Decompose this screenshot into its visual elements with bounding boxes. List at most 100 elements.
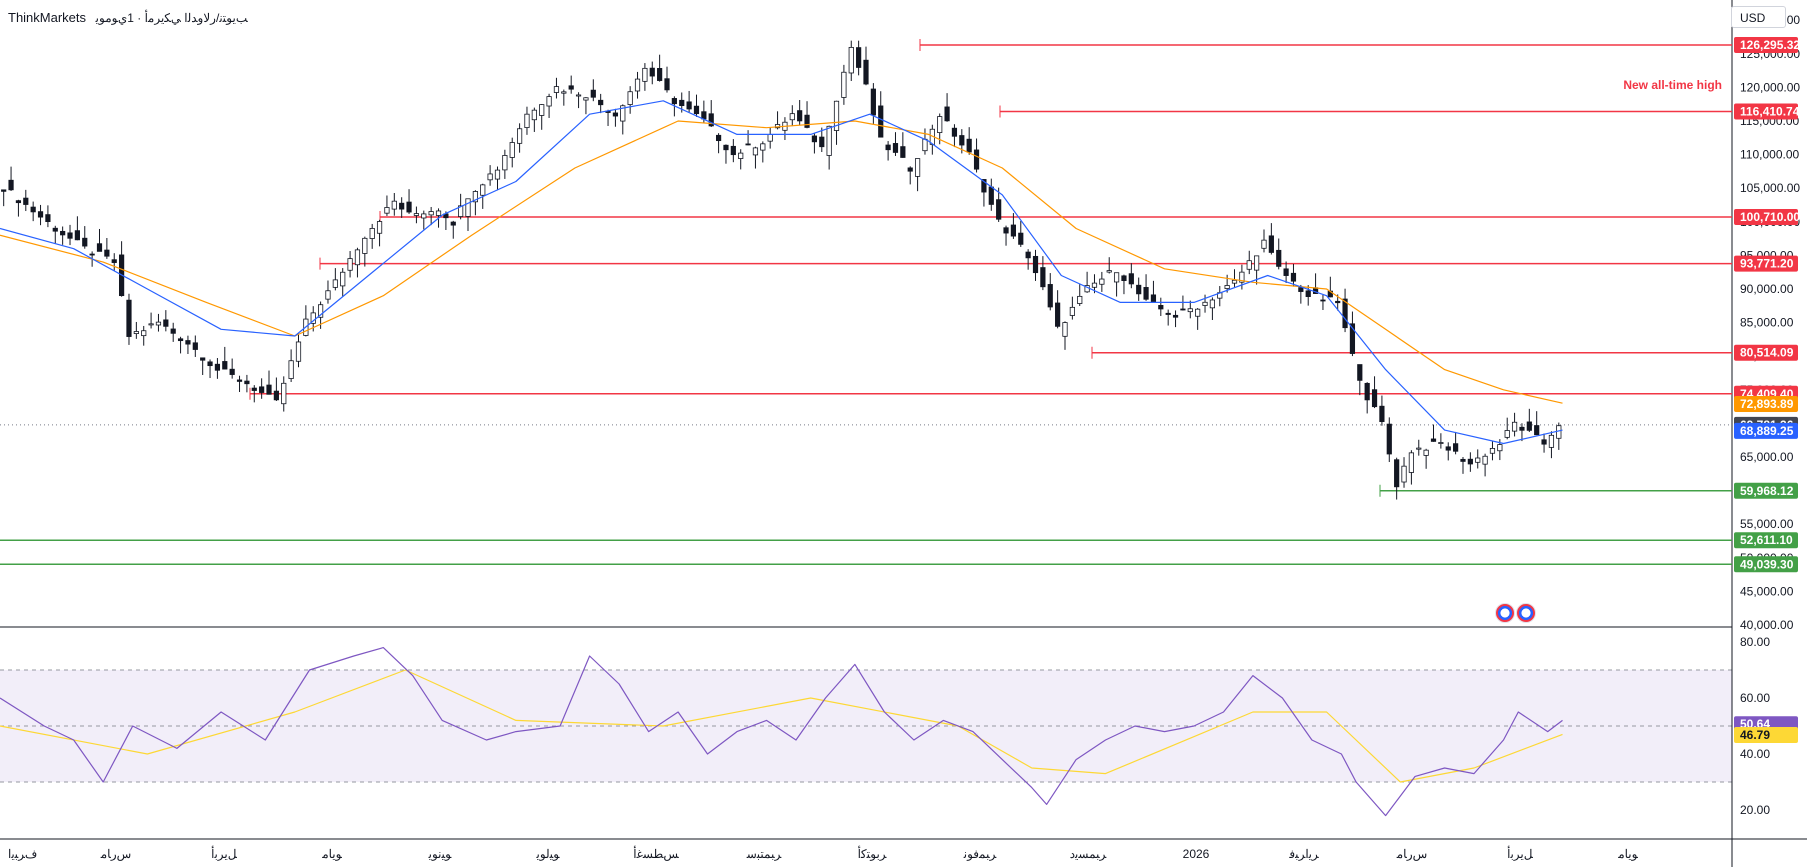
broker-name: ThinkMarkets — [8, 10, 87, 25]
candle-body — [1128, 273, 1134, 285]
tag-background — [1734, 209, 1798, 226]
candle-body — [1143, 287, 1149, 300]
candle-body — [288, 360, 294, 379]
price-tick-label: 45,000.00 — [1740, 584, 1794, 598]
candle-body — [1158, 305, 1164, 310]
candle-body — [1106, 270, 1112, 273]
level-price-tag: 80,514.09 — [1734, 344, 1798, 361]
candle-body — [708, 113, 714, 127]
candle-body — [819, 136, 825, 148]
candle-body — [96, 243, 103, 252]
candle-body — [67, 232, 73, 239]
time-tick-label: ﺮﺒﻤﻓﻮﻧ — [963, 847, 997, 861]
us-flag-icon[interactable] — [1516, 603, 1536, 623]
level-price-tag: 49,039.30 — [1734, 556, 1798, 573]
candle-body — [1408, 452, 1414, 473]
candle-body — [1224, 285, 1230, 289]
candle-body — [266, 384, 272, 395]
candle-body — [207, 361, 213, 367]
candle-body — [1460, 458, 1466, 462]
candle-body — [509, 142, 515, 158]
candle-body — [148, 323, 154, 326]
currency-selector[interactable]: USD — [1731, 6, 1786, 28]
time-tick-label: ﺮﻳﺍﺮﺒﻓ — [1288, 847, 1319, 861]
candle-body — [634, 78, 641, 92]
price-tick-label: 120,000.00 — [1740, 80, 1800, 94]
level-price-tag: 116,410.74 — [1734, 103, 1800, 120]
candle-body — [1482, 455, 1488, 465]
tag-background — [1734, 482, 1798, 499]
candle-body — [133, 331, 139, 334]
candle-body — [1416, 447, 1422, 450]
tag-label: 80,514.09 — [1740, 346, 1794, 360]
candle-body — [870, 88, 876, 116]
candle-body — [8, 179, 14, 191]
candle-body — [649, 67, 655, 77]
candle-body — [273, 390, 279, 401]
candle-body — [325, 290, 331, 300]
candle-body — [833, 100, 840, 131]
candle-body — [664, 78, 670, 91]
candle-body — [1453, 443, 1459, 452]
candle-body — [23, 197, 29, 205]
candle-body — [1276, 249, 1282, 267]
candle-body — [590, 89, 596, 98]
candle-body — [1504, 430, 1510, 438]
rsi-value-tag: 46.79 — [1734, 726, 1798, 743]
candle-body — [1526, 421, 1532, 431]
candle-body — [1511, 421, 1518, 432]
time-tick-label: ﺮﺒﻤﺘﺒﺳ — [746, 847, 782, 861]
us-flag-icon[interactable] — [1495, 603, 1515, 623]
candle-body — [1261, 239, 1267, 249]
candle-body — [458, 205, 464, 217]
candle-body — [236, 379, 243, 382]
candle-body — [671, 98, 677, 105]
candle-body — [1239, 271, 1245, 283]
candle-body — [163, 319, 169, 327]
tag-background — [1734, 37, 1798, 54]
candle-body — [789, 113, 795, 121]
candle-body — [1342, 298, 1348, 329]
candle-body — [185, 340, 191, 345]
candle-body — [332, 279, 338, 288]
candle-body — [1254, 255, 1260, 271]
candle-body — [214, 363, 221, 371]
time-tick-label: ﺮﺒﻤﺴﻳﺩ — [1070, 847, 1107, 861]
candle-body — [74, 230, 80, 241]
tag-background — [1734, 422, 1798, 439]
candle-body — [1136, 284, 1142, 295]
candle-body — [892, 143, 899, 153]
candle-body — [811, 135, 818, 143]
candle-body — [259, 386, 265, 393]
tag-label: 126,295.32 — [1740, 38, 1800, 52]
candle-body — [141, 330, 147, 337]
tag-label: 46.79 — [1740, 728, 1770, 742]
tag-label: 72,893.89 — [1740, 397, 1794, 411]
candle-body — [82, 237, 88, 247]
candle-body — [841, 71, 847, 98]
candle-body — [472, 191, 478, 203]
candle-body — [1165, 312, 1171, 315]
candle-body — [177, 338, 184, 342]
candle-body — [244, 380, 250, 385]
time-tick-label: ﺲﻄﺴﻏﺃ — [633, 845, 679, 861]
candle-body — [1025, 251, 1031, 259]
price-tick-label: 85,000.00 — [1740, 316, 1794, 330]
candle-body — [553, 86, 560, 93]
candle-body — [1062, 322, 1068, 337]
candle-body — [1298, 287, 1304, 292]
tag-label: 68,889.25 — [1740, 424, 1794, 438]
candle-body — [1010, 224, 1017, 237]
candle-body — [200, 357, 206, 361]
candle-body — [1180, 308, 1186, 311]
indicator-price-tag: 68,889.25 — [1734, 422, 1798, 439]
candle-body — [539, 104, 545, 116]
candle-body — [435, 210, 442, 216]
candle-body — [826, 125, 832, 156]
candle-body — [30, 206, 36, 213]
candle-body — [406, 201, 412, 213]
candle-body — [104, 249, 110, 257]
time-tick-label: ﺱﺭﺎﻣ — [100, 847, 132, 861]
